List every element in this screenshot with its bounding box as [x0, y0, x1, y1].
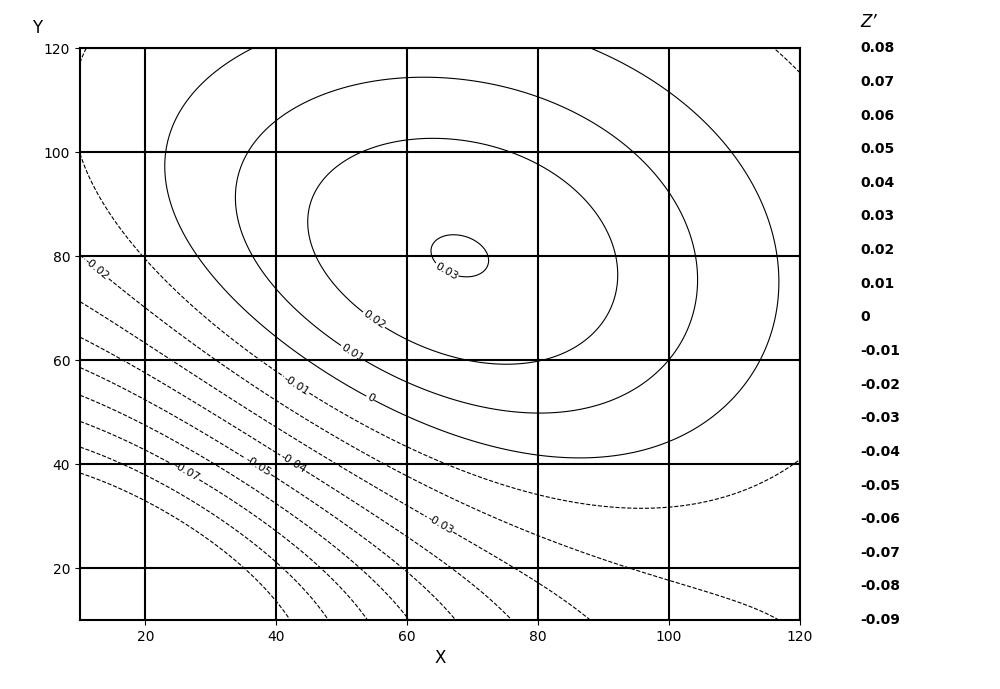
X-axis label: X: X [434, 649, 446, 668]
Text: 0.05: 0.05 [860, 142, 894, 156]
Text: 0.03: 0.03 [433, 261, 459, 282]
Text: -0.05: -0.05 [860, 479, 900, 493]
Text: Z’: Z’ [860, 13, 877, 31]
Text: -0.04: -0.04 [860, 445, 900, 459]
Text: 0.01: 0.01 [860, 277, 894, 291]
Text: 0.01: 0.01 [339, 342, 365, 364]
Text: 0: 0 [365, 392, 376, 404]
Text: -0.05: -0.05 [243, 455, 273, 478]
Text: -0.01: -0.01 [282, 373, 311, 397]
Text: 0.02: 0.02 [860, 243, 894, 257]
Text: 0.02: 0.02 [361, 309, 387, 331]
Y-axis label: Y: Y [32, 19, 42, 37]
Text: -0.02: -0.02 [860, 378, 900, 391]
Text: -0.07: -0.07 [171, 460, 201, 484]
Text: -0.02: -0.02 [83, 256, 111, 282]
Text: 0.08: 0.08 [860, 41, 894, 55]
Text: -0.04: -0.04 [278, 451, 308, 475]
Text: -0.09: -0.09 [860, 613, 900, 627]
Text: 0.06: 0.06 [860, 108, 894, 123]
Text: 0.04: 0.04 [860, 176, 894, 189]
Text: -0.06: -0.06 [860, 512, 900, 526]
Text: -0.03: -0.03 [425, 513, 455, 536]
Text: -0.07: -0.07 [860, 546, 900, 560]
Text: -0.03: -0.03 [860, 411, 900, 425]
Text: -0.08: -0.08 [860, 579, 900, 593]
Text: 0.07: 0.07 [860, 75, 894, 89]
Text: -0.01: -0.01 [860, 344, 900, 358]
Text: 0: 0 [860, 310, 870, 325]
Text: 0.03: 0.03 [860, 209, 894, 223]
